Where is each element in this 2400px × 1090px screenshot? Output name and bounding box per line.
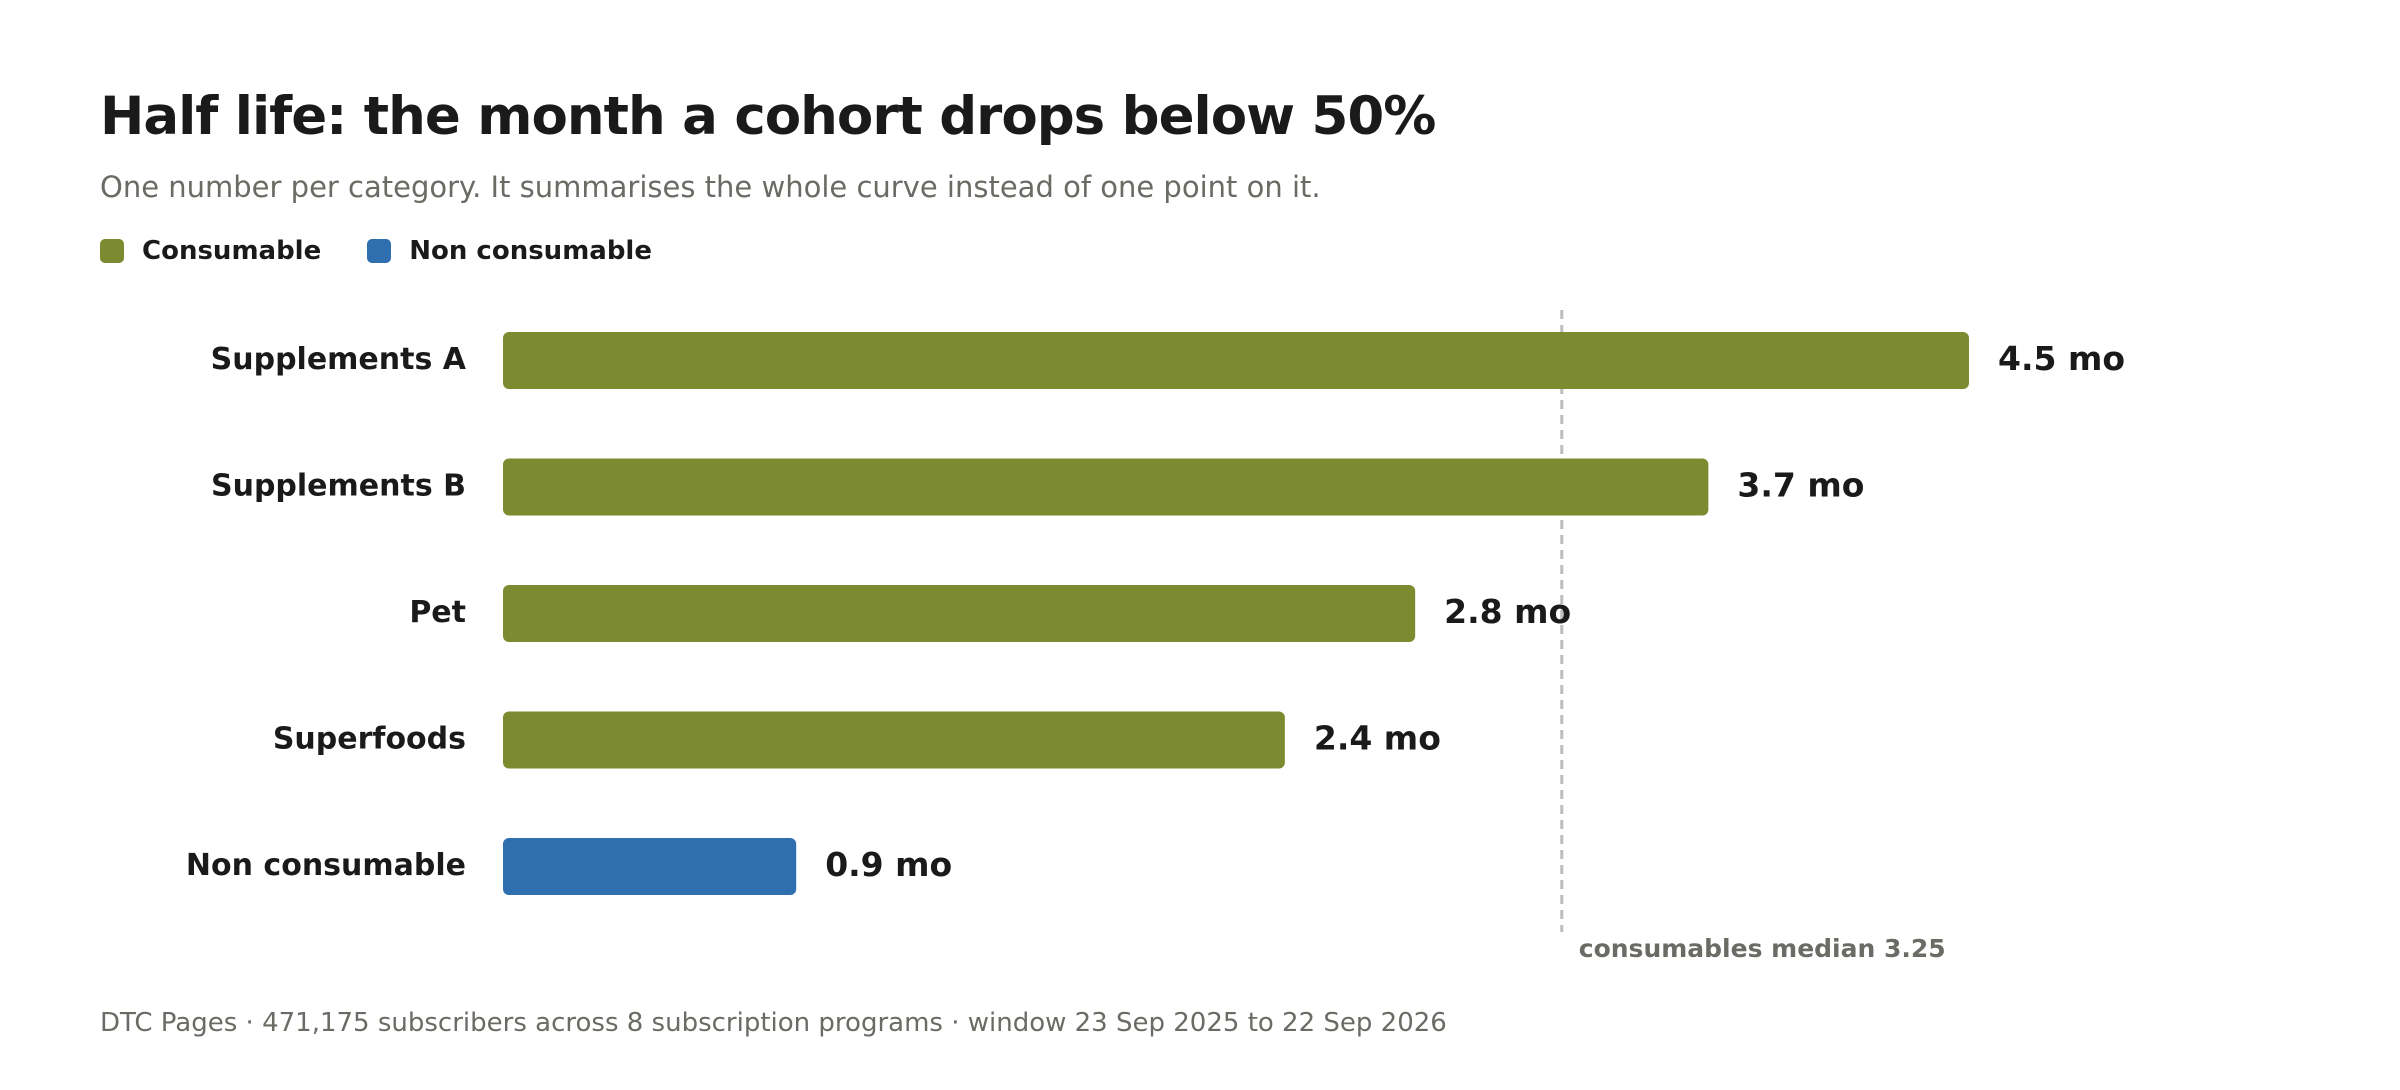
value-label-supplements-b: 3.7 mo <box>1737 466 1864 505</box>
bar-superfoods <box>503 711 1285 769</box>
value-label-superfoods: 2.4 mo <box>1314 719 1441 758</box>
legend-item-consumable: Consumable <box>100 236 321 266</box>
category-label-non-consumable: Non consumable <box>186 848 466 883</box>
footer-note: DTC Pages · 471,175 subscribers across 8… <box>100 1008 1447 1038</box>
legend-item-non-consumable: Non consumable <box>367 236 652 266</box>
bar-non-consumable <box>503 838 797 895</box>
value-label-supplements-a: 4.5 mo <box>1998 339 2125 378</box>
value-label-pet: 2.8 mo <box>1444 592 1571 631</box>
legend-swatch-non-consumable <box>367 239 392 263</box>
category-label-supplements-b: Supplements B <box>211 469 466 504</box>
legend-swatch-consumable <box>100 239 124 263</box>
bar-pet <box>503 585 1416 642</box>
median-reference-label: consumables median 3.25 <box>1579 934 1946 963</box>
legend-label-consumable: Consumable <box>142 236 322 266</box>
chart-title: Half life: the month a cohort drops belo… <box>100 86 1436 147</box>
chart-subtitle: One number per category. It summarises t… <box>100 170 1321 204</box>
bar-supplements-a <box>503 332 1969 389</box>
legend-label-non-consumable: Non consumable <box>409 236 652 266</box>
value-label-non-consumable: 0.9 mo <box>825 845 952 884</box>
category-label-supplements-a: Supplements A <box>211 342 467 377</box>
legend: Consumable Non consumable <box>100 236 698 266</box>
category-label-superfoods: Superfoods <box>273 722 466 757</box>
category-label-pet: Pet <box>409 595 466 630</box>
bar-supplements-b <box>503 458 1709 516</box>
